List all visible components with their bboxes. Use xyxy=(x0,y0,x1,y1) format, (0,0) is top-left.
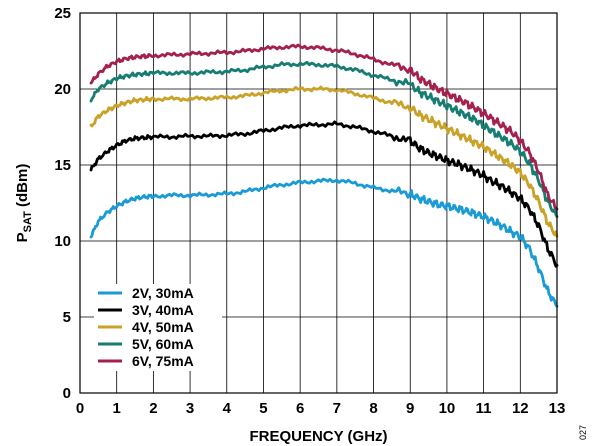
x-tick-label: 9 xyxy=(406,400,414,417)
x-tick-label: 2 xyxy=(149,400,157,417)
x-tick-label: 12 xyxy=(512,400,529,417)
x-tick-labels: 0 1 2 3 4 5 6 7 8 9 10 11 12 13 xyxy=(76,400,566,417)
x-tick-label: 3 xyxy=(186,400,194,417)
x-tick-label: 7 xyxy=(333,400,341,417)
series-line-3 xyxy=(89,85,559,238)
x-tick-label: 6 xyxy=(296,400,304,417)
series-line-5 xyxy=(89,43,559,211)
plot-frame xyxy=(79,12,558,394)
grid xyxy=(80,13,557,393)
x-tick-label: 8 xyxy=(369,400,377,417)
x-tick-label: 4 xyxy=(223,400,232,417)
legend-label: 2V, 30mA xyxy=(132,285,194,301)
series-lines xyxy=(89,43,559,308)
y-axis-title-unit: (dBm) xyxy=(14,164,31,212)
y-axis-title-main: P xyxy=(14,232,31,242)
y-tick-label: 15 xyxy=(54,157,71,174)
legend-label: 3V, 40mA xyxy=(132,302,194,318)
x-tick-label: 1 xyxy=(113,400,121,417)
series-line-2 xyxy=(89,120,559,268)
x-tick-label: 11 xyxy=(476,400,492,417)
x-tick-label: 10 xyxy=(439,400,456,417)
y-tick-label: 5 xyxy=(63,309,71,326)
series-line-4 xyxy=(89,60,559,219)
legend-label: 6V, 75mA xyxy=(132,353,194,369)
series-line-1 xyxy=(89,177,559,308)
y-tick-label: 10 xyxy=(54,233,71,250)
y-axis-title-subscript: SAT xyxy=(22,211,34,232)
figure-id: 027 xyxy=(578,425,588,440)
y-tick-label: 20 xyxy=(54,81,71,98)
y-tick-labels: 0 5 10 15 20 25 xyxy=(54,5,71,402)
legend-label: 4V, 50mA xyxy=(132,319,194,335)
x-tick-label: 13 xyxy=(549,400,566,417)
y-tick-label: 0 xyxy=(63,385,71,402)
y-tick-label: 25 xyxy=(54,5,71,22)
x-axis-title: FREQUENCY (GHz) xyxy=(249,428,387,445)
y-axis-title: PSAT (dBm) xyxy=(14,164,34,243)
x-tick-label: 5 xyxy=(259,400,267,417)
legend-label: 5V, 60mA xyxy=(132,336,194,352)
x-tick-label: 0 xyxy=(76,400,84,417)
